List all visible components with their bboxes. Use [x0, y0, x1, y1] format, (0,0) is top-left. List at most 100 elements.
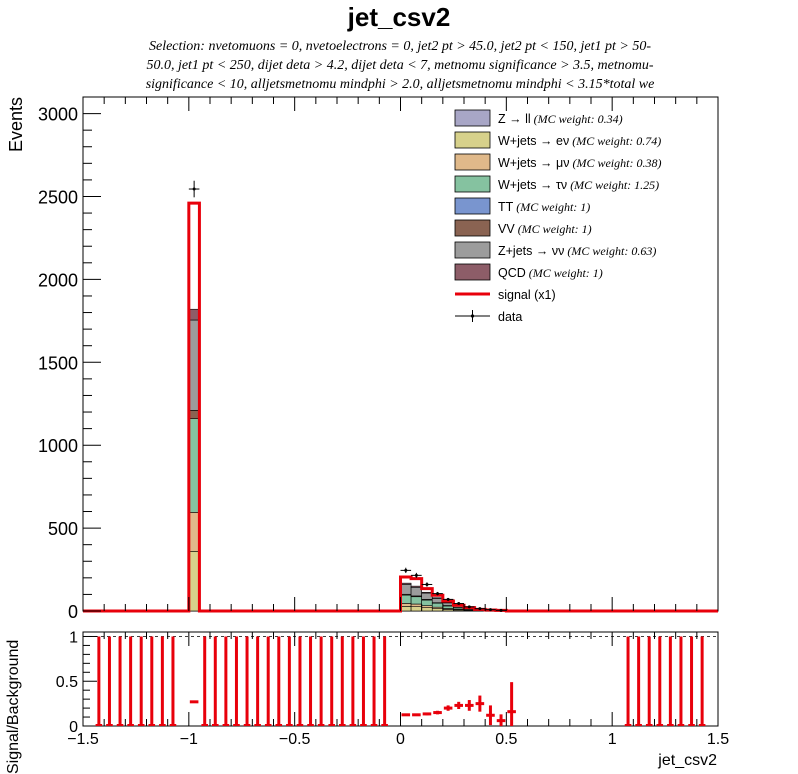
- ratio-ytick-label-1: 0.5: [56, 674, 78, 691]
- ratio-xtick-label-1: −1: [180, 731, 198, 748]
- ratio-xtick-label-6: 1.5: [707, 731, 729, 748]
- data-point-5: [446, 597, 450, 601]
- legend-label-signal: signal (x1): [498, 288, 556, 302]
- legend-label-Zll: Z → ll (MC weight: 0.34): [498, 112, 623, 126]
- ratio-xtick-label-5: 1: [608, 731, 617, 748]
- legend-label-Wtaunu: W+jets → τν (MC weight: 1.25): [498, 178, 659, 192]
- ratio-ylabel: Signal/Background: [5, 640, 22, 774]
- legend-label-Wmunu: W+jets → μν (MC weight: 0.38): [498, 156, 661, 170]
- data-point-6: [457, 602, 461, 606]
- legend-swatch-data-dot: [470, 314, 475, 318]
- legend-label-data: data: [498, 310, 522, 324]
- selection-line-2: 50.0, jet1 pt < 250, dijet deta > 4.2, d…: [146, 58, 654, 73]
- stack-bar-QCD-1: [400, 582, 412, 585]
- stack-bar-Wmunu-0: [188, 512, 200, 552]
- chart-title: jet_csv2: [347, 2, 451, 32]
- legend-label-QCD: QCD (MC weight: 1): [498, 266, 603, 280]
- legend-swatch-Wmunu: [454, 153, 491, 171]
- legend-swatch-QCD: [454, 263, 491, 281]
- stack-bar-Znunu-2: [410, 586, 422, 597]
- main-plot-frame: [82, 96, 719, 612]
- stack-bar-Znunu-5: [442, 602, 454, 606]
- ratio-xlabel: jet_csv2: [657, 752, 717, 769]
- signal-histogram: [83, 201, 718, 613]
- main-ytick-label-0: 0: [68, 602, 78, 622]
- main-ytick-label-2: 1000: [38, 436, 78, 456]
- stack-bar-QCD-3: [421, 591, 433, 594]
- legend-weight-note: (MC weight: 1): [513, 200, 590, 214]
- legend-weight-note: (MC weight: 0.63): [564, 244, 656, 258]
- data-point-7: [467, 605, 471, 609]
- stack-bar-Wtaunu-2: [410, 596, 422, 605]
- stack-bar-QCD-0: [188, 308, 200, 321]
- main-ytick-label-4: 2000: [38, 270, 78, 290]
- stack-bar-QCD-2: [410, 585, 422, 588]
- legend-label-text: VV: [498, 222, 515, 236]
- legend-label-text: Z → ll: [498, 112, 531, 126]
- data-point-3: [425, 582, 429, 586]
- stack-bar-Wtaunu-3: [421, 599, 433, 606]
- legend-swatch-TT: [454, 197, 491, 215]
- stack-bar-Znunu-4: [431, 598, 444, 604]
- stack-bar-Wtaunu-1: [400, 594, 412, 604]
- ratio-xtick-label-2: −0.5: [279, 731, 311, 748]
- legend-label-text: data: [498, 310, 522, 324]
- legend-swatch-Znunu: [454, 241, 491, 259]
- data-point-8: [478, 607, 482, 611]
- legend-weight-note: (MC weight: 1.25): [567, 178, 659, 192]
- ratio-xtick-label-0: −1.5: [67, 731, 99, 748]
- main-ytick-label-3: 1500: [38, 353, 78, 373]
- stack-bar-VV-0: [188, 410, 200, 419]
- stack-bar-QCD-4: [431, 597, 444, 599]
- legend-label-TT: TT (MC weight: 1): [498, 200, 590, 214]
- legend-weight-note: (MC weight: 0.38): [569, 156, 661, 170]
- main-ytick-label-5: 2500: [38, 187, 78, 207]
- data-point-9: [488, 608, 492, 612]
- legend-label-text: Z+jets → νν: [498, 244, 564, 258]
- main-ytick-label-6: 3000: [38, 105, 78, 125]
- stack-bar-Wenu-0: [188, 551, 200, 612]
- legend-label-Znunu: Z+jets → νν (MC weight: 0.63): [498, 244, 656, 258]
- data-point-10: [499, 608, 503, 612]
- legend-label-text: QCD: [498, 266, 526, 280]
- stack-bar-Wenu-2: [410, 606, 422, 612]
- stack-bar-Wtaunu-0: [188, 418, 200, 513]
- stack-bar-Wenu-3: [421, 607, 433, 612]
- stack-bar-Wenu-4: [431, 608, 444, 612]
- legend-label-text: W+jets → μν: [498, 156, 569, 170]
- main-plot: 0 500 1000 1500 2000 2500 3000 Events: [6, 96, 719, 622]
- stack-bar-Wtaunu-4: [431, 602, 444, 608]
- legend-label-Wenu: W+jets → eν (MC weight: 0.74): [498, 134, 661, 148]
- legend-label-text: signal (x1): [498, 288, 556, 302]
- ratio-ytick-label-0: 0: [69, 719, 78, 736]
- legend-swatch-Wenu: [454, 131, 491, 149]
- data-point-0: [192, 187, 196, 191]
- legend-label-VV: VV (MC weight: 1): [498, 222, 592, 236]
- selection-line-3: significance < 10, alljetsmetnomu mindph…: [145, 77, 655, 92]
- legend-label-text: W+jets → eν: [498, 134, 569, 148]
- stack-bar-Znunu-0: [188, 319, 200, 411]
- main-ytick-label-1: 500: [48, 519, 78, 539]
- legend-swatch-VV: [454, 219, 491, 237]
- data-point-1: [404, 568, 408, 572]
- ratio-plot: −1.5 −1 −0.5 0 0.5 1 1.5 0 0.5 1 Signal/Background…: [5, 629, 729, 774]
- stack-bar-Wmunu-1: [400, 603, 412, 607]
- ratio-xtick-label-4: 0.5: [495, 731, 517, 748]
- legend-swatch-Wtaunu: [454, 175, 491, 193]
- data-point-2: [414, 573, 418, 577]
- legend-swatch-Zll: [454, 109, 491, 127]
- ratio-xtick-label-3: 0: [396, 731, 405, 748]
- legend-label-text: W+jets → τν: [498, 178, 567, 192]
- legend: Z → ll (MC weight: 0.34) W+jets → eν (MC …: [454, 109, 661, 324]
- legend-weight-note: (MC weight: 1): [515, 222, 592, 236]
- legend-weight-note: (MC weight: 0.34): [531, 112, 623, 126]
- data-point-4: [436, 592, 440, 596]
- stack-bar-Wenu-1: [400, 606, 412, 612]
- stack-bar-Znunu-3: [421, 592, 433, 600]
- main-ylabel: Events: [6, 97, 26, 152]
- legend-weight-note: (MC weight: 0.74): [569, 134, 661, 148]
- legend-weight-note: (MC weight: 1): [526, 266, 603, 280]
- ratio-ytick-label-2: 1: [69, 629, 78, 646]
- stack-bar-Znunu-1: [400, 584, 412, 595]
